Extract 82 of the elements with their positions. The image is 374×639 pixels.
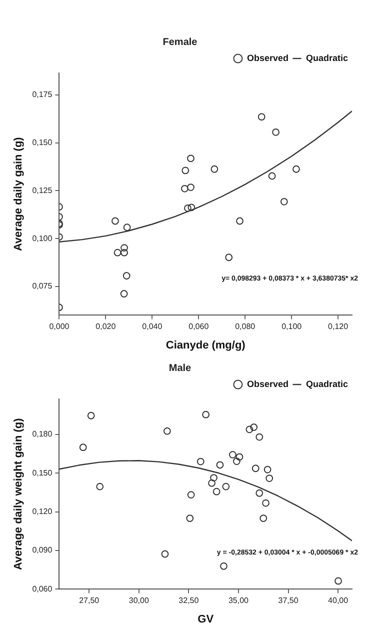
point (222, 482, 230, 490)
point (236, 217, 244, 225)
point (262, 499, 270, 507)
point (232, 458, 240, 465)
point (120, 244, 128, 252)
point (112, 217, 119, 225)
point (202, 410, 210, 418)
point (120, 290, 128, 298)
point (187, 154, 194, 162)
x-tick-label: 0,060 (188, 322, 210, 332)
point (256, 489, 264, 497)
x-tick-label: 0,120 (328, 322, 349, 332)
y-tick-label: 0,060 (32, 584, 53, 594)
point (210, 165, 218, 173)
point (208, 479, 216, 487)
x-tick-label: 40,00 (328, 596, 349, 606)
point (250, 424, 258, 431)
point (163, 427, 171, 435)
y-tick-label: 0,090 (32, 546, 53, 555)
y-tick-label: 0,175 (32, 90, 53, 100)
point (187, 491, 195, 499)
x-axis-title: GV (198, 613, 214, 626)
legend-label: Quadratic (306, 378, 348, 389)
legend-label: Quadratic (306, 52, 348, 63)
x-tick-label: 0,000 (49, 322, 70, 332)
y-tick-label: 0,125 (32, 186, 53, 195)
x-tick-label: 35,00 (228, 596, 250, 606)
legend-label: Observed (246, 52, 288, 63)
point (188, 204, 196, 212)
y-tick-label: 0,150 (32, 138, 53, 148)
point (120, 248, 128, 256)
x-tick-label: 0,020 (96, 322, 116, 332)
point (292, 165, 300, 173)
point (196, 458, 204, 466)
x-tick-label: 0,100 (282, 322, 302, 332)
y-tick-label: 0,150 (32, 468, 53, 478)
point (96, 482, 104, 490)
y-axis-title: Average daily weight gain (g) (12, 418, 25, 570)
y-tick-label: 0,120 (32, 507, 53, 516)
point (122, 272, 130, 280)
y-axis-title: Average daily gain (g) (12, 136, 25, 252)
point (228, 451, 236, 458)
point (272, 128, 280, 136)
point (266, 474, 274, 482)
point (180, 184, 188, 192)
x-tick-label: 30,00 (128, 596, 150, 606)
x-tick-label: 37,50 (278, 596, 299, 606)
point (161, 550, 169, 558)
point (246, 426, 254, 434)
x-tick-label: 32,50 (178, 596, 200, 606)
point (212, 488, 220, 496)
chart-title: Female (162, 36, 198, 48)
point (123, 224, 131, 232)
point (79, 444, 87, 452)
x-axis-title: Cianyde (mg/g) (166, 339, 246, 352)
y-tick-label: 0,100 (32, 234, 53, 243)
point (210, 474, 218, 482)
point (186, 514, 194, 522)
point (256, 433, 264, 441)
point (220, 562, 228, 570)
legend-label: Observed (246, 378, 288, 389)
point (334, 577, 342, 585)
point (187, 184, 194, 192)
x-tick-label: 0,080 (235, 322, 256, 332)
point (252, 464, 260, 472)
point (258, 113, 266, 121)
point (236, 453, 244, 461)
point (182, 166, 190, 174)
y-tick-label: 0,180 (32, 430, 53, 439)
point (216, 461, 224, 469)
point (260, 514, 268, 522)
point (268, 172, 276, 180)
x-tick-label: 0,040 (142, 322, 163, 332)
point (264, 466, 272, 474)
point (184, 204, 192, 212)
point (114, 248, 122, 256)
point (225, 254, 233, 262)
x-tick-label: 27,50 (79, 596, 100, 606)
chart-title: Male (168, 362, 192, 374)
point (280, 198, 288, 206)
point (87, 412, 95, 420)
y-tick-label: 0,075 (32, 282, 53, 291)
